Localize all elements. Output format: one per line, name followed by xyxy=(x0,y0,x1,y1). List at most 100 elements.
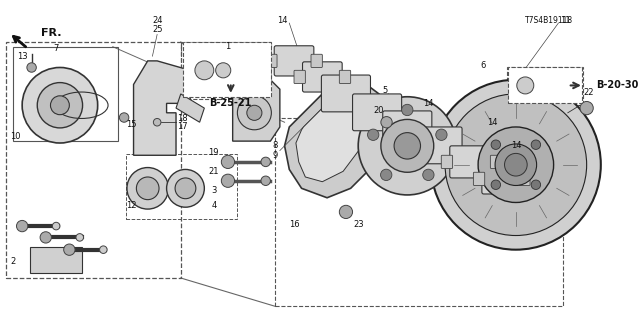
Text: 23: 23 xyxy=(353,220,364,229)
Circle shape xyxy=(22,68,98,143)
Circle shape xyxy=(221,155,234,169)
FancyBboxPatch shape xyxy=(450,146,493,178)
Circle shape xyxy=(445,94,587,236)
Text: 16: 16 xyxy=(289,220,300,229)
FancyBboxPatch shape xyxy=(321,75,371,112)
Text: 18: 18 xyxy=(177,114,188,123)
Polygon shape xyxy=(233,80,280,141)
FancyBboxPatch shape xyxy=(518,172,530,186)
FancyBboxPatch shape xyxy=(490,155,502,169)
Bar xyxy=(180,42,271,99)
Text: 14: 14 xyxy=(423,99,433,108)
Circle shape xyxy=(358,97,456,195)
Circle shape xyxy=(175,178,196,199)
FancyBboxPatch shape xyxy=(274,46,314,76)
Circle shape xyxy=(247,105,262,120)
Circle shape xyxy=(436,129,447,140)
Text: 22: 22 xyxy=(583,88,594,97)
FancyBboxPatch shape xyxy=(303,62,342,92)
Text: T7S4B19118: T7S4B19118 xyxy=(525,16,573,25)
Bar xyxy=(182,42,271,97)
Circle shape xyxy=(195,61,214,80)
Text: 4: 4 xyxy=(211,201,216,210)
Text: 25: 25 xyxy=(152,25,163,34)
FancyBboxPatch shape xyxy=(474,172,484,186)
Circle shape xyxy=(381,169,392,180)
Bar xyxy=(508,68,582,103)
Text: 20: 20 xyxy=(374,107,384,116)
Bar xyxy=(29,247,82,273)
Circle shape xyxy=(504,153,527,176)
Circle shape xyxy=(531,180,541,189)
Text: 21: 21 xyxy=(209,167,219,176)
Text: 6: 6 xyxy=(480,61,486,70)
Circle shape xyxy=(261,157,271,167)
Text: 5: 5 xyxy=(382,86,387,95)
Text: B-25-21: B-25-21 xyxy=(209,98,252,108)
Circle shape xyxy=(136,177,159,200)
Circle shape xyxy=(221,174,234,188)
Circle shape xyxy=(261,176,271,186)
Circle shape xyxy=(154,118,161,126)
Circle shape xyxy=(580,101,593,115)
Circle shape xyxy=(166,169,204,207)
Text: 14: 14 xyxy=(511,141,521,150)
Text: 13: 13 xyxy=(17,52,28,61)
FancyBboxPatch shape xyxy=(442,155,452,169)
Circle shape xyxy=(100,246,107,253)
Polygon shape xyxy=(134,61,190,155)
Circle shape xyxy=(51,96,69,115)
Text: B-20-30: B-20-30 xyxy=(596,80,639,91)
Circle shape xyxy=(27,63,36,72)
Text: 2: 2 xyxy=(10,258,15,267)
Text: 8: 8 xyxy=(273,141,278,150)
Circle shape xyxy=(381,116,392,128)
Circle shape xyxy=(367,129,379,140)
Text: 17: 17 xyxy=(177,122,188,131)
Circle shape xyxy=(237,96,271,130)
Text: 1: 1 xyxy=(225,42,230,51)
Circle shape xyxy=(478,127,554,203)
Text: 3: 3 xyxy=(211,186,216,195)
Circle shape xyxy=(40,232,51,243)
Text: 14: 14 xyxy=(278,16,288,25)
Text: FR.: FR. xyxy=(41,28,61,37)
Circle shape xyxy=(381,119,434,172)
Bar xyxy=(275,117,563,306)
Text: 19: 19 xyxy=(209,148,219,157)
FancyBboxPatch shape xyxy=(353,94,402,131)
Circle shape xyxy=(431,80,601,250)
FancyBboxPatch shape xyxy=(294,70,305,84)
Circle shape xyxy=(517,77,534,94)
Circle shape xyxy=(495,144,536,186)
Circle shape xyxy=(394,132,420,159)
FancyBboxPatch shape xyxy=(339,70,351,84)
Circle shape xyxy=(64,244,75,255)
Circle shape xyxy=(339,205,353,219)
Circle shape xyxy=(52,222,60,230)
Circle shape xyxy=(491,140,500,149)
Polygon shape xyxy=(176,94,204,122)
Circle shape xyxy=(423,169,434,180)
Text: 11: 11 xyxy=(560,16,570,25)
Polygon shape xyxy=(285,80,381,198)
Circle shape xyxy=(216,63,231,78)
Circle shape xyxy=(531,140,541,149)
Bar xyxy=(13,47,118,141)
Text: 15: 15 xyxy=(127,120,137,129)
Polygon shape xyxy=(296,92,362,182)
Bar xyxy=(508,68,583,105)
Text: 10: 10 xyxy=(10,132,20,141)
FancyBboxPatch shape xyxy=(482,164,522,194)
Circle shape xyxy=(402,104,413,116)
Circle shape xyxy=(76,234,83,241)
Bar xyxy=(126,154,237,219)
FancyBboxPatch shape xyxy=(311,54,323,68)
Circle shape xyxy=(17,220,28,232)
Text: 14: 14 xyxy=(487,118,497,127)
Circle shape xyxy=(491,180,500,189)
Circle shape xyxy=(127,168,168,209)
Text: 24: 24 xyxy=(152,16,163,25)
Circle shape xyxy=(120,113,129,122)
FancyBboxPatch shape xyxy=(383,111,432,148)
